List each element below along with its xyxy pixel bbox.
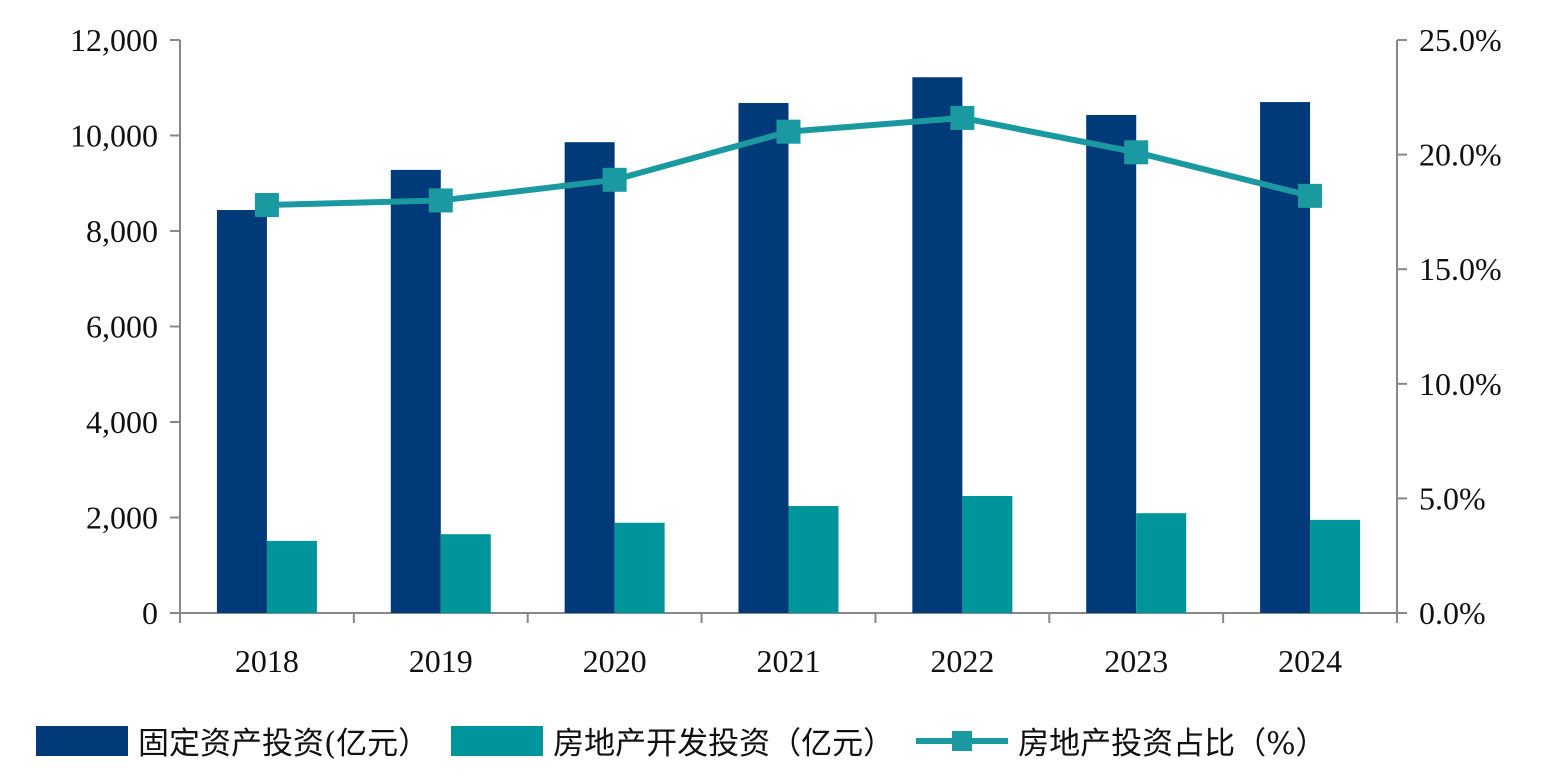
bar-fixed-asset	[564, 142, 615, 613]
point-share	[1298, 183, 1323, 208]
x-tick-label: 2021	[757, 643, 821, 679]
legend-label: 房地产投资占比（%）	[1018, 726, 1327, 762]
left-tick-label: 10,000	[70, 118, 158, 154]
x-tick-label: 2024	[1278, 643, 1342, 679]
right-tick-label: 10.0%	[1419, 366, 1502, 402]
bar-real-estate	[1136, 513, 1187, 613]
bar-fixed-asset	[390, 169, 441, 613]
bar-real-estate	[266, 540, 317, 613]
legend: 固定资产投资(亿元） 房地产开发投资（亿元） 房地产投资占比（%）	[36, 718, 1349, 763]
bar-fixed-asset	[1260, 102, 1311, 613]
legend-item-share: 房地产投资占比（%）	[916, 718, 1327, 763]
left-tick-label: 0	[142, 595, 158, 631]
bar-fixed-asset	[912, 77, 963, 614]
bar-fixed-asset	[738, 103, 789, 613]
point-share	[602, 167, 627, 192]
right-tick-label: 5.0%	[1419, 480, 1486, 516]
x-tick-label: 2023	[1104, 643, 1168, 679]
left-tick-label: 8,000	[86, 213, 158, 249]
right-tick-label: 20.0%	[1419, 137, 1502, 173]
legend-label: 固定资产投资(亿元）	[138, 726, 430, 762]
point-share	[428, 188, 453, 213]
x-tick-label: 2020	[583, 643, 647, 679]
legend-swatch-fixed-asset	[36, 725, 128, 756]
legend-swatch-real-estate	[451, 725, 544, 756]
left-tick-label: 12,000	[70, 22, 158, 58]
point-share	[1124, 140, 1149, 165]
x-tick-label: 2022	[930, 643, 994, 679]
point-share	[776, 119, 801, 144]
x-tick-label: 2018	[235, 643, 299, 679]
legend-item-real-estate: 房地产开发投资（亿元）	[451, 718, 894, 763]
bar-real-estate	[614, 522, 665, 613]
legend-item-fixed-asset: 固定资产投资(亿元）	[36, 718, 429, 763]
right-tick-label: 25.0%	[1419, 22, 1502, 58]
point-share	[950, 105, 975, 130]
bar-real-estate	[962, 496, 1013, 613]
bar-fixed-asset	[216, 209, 267, 614]
chart: 0 2,000 4,000 6,000 8,000 10,000 12,000 0.0% 5.0…	[70, 22, 1502, 679]
left-tick-label: 4,000	[86, 404, 158, 440]
bar-fixed-asset	[1086, 114, 1137, 613]
right-tick-label: 15.0%	[1419, 251, 1502, 287]
left-tick-label: 6,000	[86, 309, 158, 345]
legend-label: 房地产开发投资（亿元）	[553, 726, 895, 762]
bar-real-estate	[788, 506, 839, 613]
right-tick-label: 0.0%	[1419, 595, 1486, 631]
point-share	[254, 193, 279, 218]
bar-real-estate	[1310, 519, 1361, 613]
bar-real-estate	[440, 534, 491, 613]
legend-swatch-share	[916, 726, 1009, 756]
x-tick-label: 2019	[409, 643, 473, 679]
left-tick-label: 2,000	[86, 500, 158, 536]
